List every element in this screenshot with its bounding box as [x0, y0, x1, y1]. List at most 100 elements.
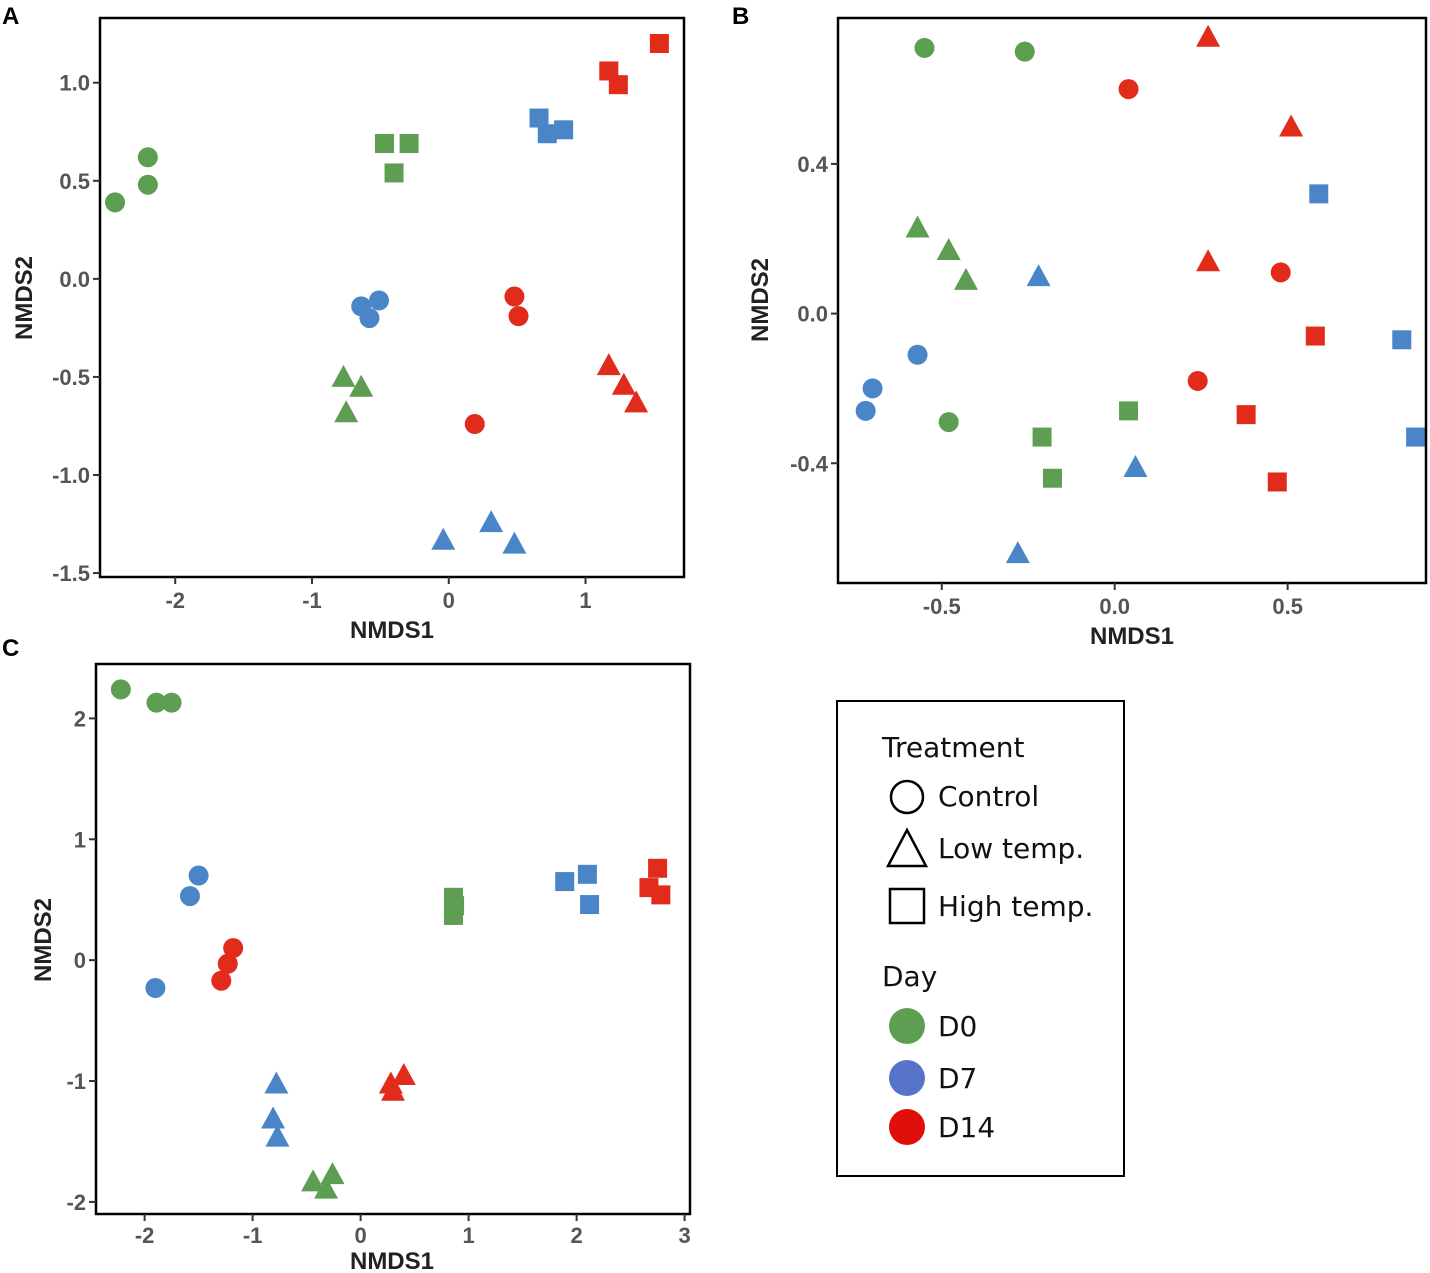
- panel-b-point-d7-control: [862, 378, 883, 399]
- panel-b-point-d14-control: [1270, 262, 1291, 283]
- panel-c-xtick-label: 3: [678, 1223, 690, 1248]
- panel-a-point-d7-low-temp: [431, 527, 456, 550]
- panel-b-point-d14-high-temp: [1236, 405, 1256, 425]
- panel-a-point-d7-control: [369, 290, 390, 311]
- panel-b-ylabel: NMDS2: [747, 258, 774, 342]
- panel-b-point-d0-low-temp: [953, 267, 978, 290]
- panel-a-point-d0-control: [137, 147, 158, 168]
- panel-c-point-d0-control: [110, 679, 131, 700]
- panel-c-point-d7-high-temp: [577, 864, 597, 884]
- panel-b-point-d0-control: [914, 37, 935, 58]
- panel-a-point-d7-high-temp: [537, 124, 557, 144]
- panel-a-point-d7-control: [359, 308, 380, 329]
- legend-day-title: Day: [882, 960, 937, 993]
- panel-c-ytick-label: 2: [74, 706, 86, 731]
- panel-a-xtick-label: 1: [579, 588, 591, 613]
- panel-b-point-d0-low-temp: [936, 237, 961, 260]
- panel-b-point-d0-high-temp: [1042, 468, 1062, 488]
- legend-high-temp-label: High temp.: [938, 890, 1093, 923]
- panel-b-point-d14-control: [1187, 370, 1208, 391]
- panel-c-point-d14-high-temp: [648, 858, 668, 878]
- panel-b-xtick-label: 0.5: [1272, 594, 1303, 619]
- panel-b-point-d7-low-temp: [1123, 455, 1148, 478]
- panel-c-xtick-label: 2: [570, 1223, 582, 1248]
- panel-a-ytick-label: -1.0: [52, 463, 90, 488]
- panel-a-point-d0-control: [137, 174, 158, 195]
- panel-a-xlabel: NMDS1: [350, 617, 434, 644]
- panel-a-point-d7-low-temp: [502, 531, 527, 554]
- panel-a-point-d7-low-temp: [479, 510, 504, 533]
- panel-c-xtick-label: -2: [135, 1223, 155, 1248]
- panel-a-ytick-label: -1.5: [52, 561, 90, 586]
- panel-b-ytick-label: -0.4: [790, 451, 829, 476]
- legend-d7-swatch: [889, 1060, 925, 1096]
- panel-a-ticks: -2 -1 0 1 1.0 0.5 0.0 -0.5 -1.0 -1.5: [52, 71, 592, 613]
- panel-a-point-d14-low-temp: [611, 372, 636, 395]
- legend: Treatment Control Low temp. High temp. D…: [836, 700, 1125, 1177]
- panel-c: C -2 -1 0 1 2 3 2 1 0 -1 -2 NMDS1 NMDS2: [2, 635, 692, 1273]
- panel-a-ytick-label: 1.0: [59, 71, 90, 96]
- panel-b-marks: [855, 24, 1426, 564]
- panel-c-point-d7-low-temp: [265, 1124, 290, 1147]
- panel-a-ytick-label: 0.5: [59, 169, 90, 194]
- panel-c-point-d7-high-temp: [580, 895, 600, 915]
- panel-a-marks: [105, 33, 669, 554]
- panel-b-ytick-label: 0.4: [797, 152, 828, 177]
- panel-c-point-d0-high-temp: [443, 905, 463, 925]
- panel-a-frame: [98, 16, 686, 579]
- panel-b-xtick-label: 0.0: [1099, 594, 1130, 619]
- panel-a-point-d0-low-temp: [331, 364, 356, 387]
- panel-c-marks: [110, 679, 671, 1199]
- panel-a-point-d14-high-temp: [608, 75, 628, 95]
- panel-a-point-d14-low-temp: [624, 390, 649, 413]
- panel-a-point-d0-low-temp: [334, 400, 359, 423]
- panel-b-point-d14-low-temp: [1196, 249, 1221, 272]
- panel-b-point-d0-control: [1014, 41, 1035, 62]
- panel-b-point-d7-high-temp: [1392, 330, 1412, 350]
- panel-c-point-d7-control: [179, 886, 200, 907]
- panel-a-label: A: [2, 3, 19, 30]
- panel-a-point-d0-control: [105, 192, 126, 213]
- panel-a-ylabel: NMDS2: [11, 256, 38, 340]
- legend-frame: [836, 700, 1125, 1177]
- panel-b-point-d14-control: [1118, 79, 1139, 100]
- panel-c-point-d0-control: [161, 692, 182, 713]
- panel-c-ytick-label: 1: [74, 827, 86, 852]
- legend-circle-icon: [889, 779, 925, 815]
- legend-low-temp-label: Low temp.: [938, 832, 1084, 865]
- panel-c-xtick-label: -1: [243, 1223, 263, 1248]
- panel-c-point-d7-control: [145, 977, 166, 998]
- panel-c-point-d0-low-temp: [320, 1162, 345, 1185]
- panel-c-xtick-label: 1: [462, 1223, 474, 1248]
- panel-c-point-d14-control: [211, 970, 232, 991]
- panel-b-label: B: [732, 3, 749, 30]
- panel-a-ytick-label: 0.0: [59, 267, 90, 292]
- legend-triangle-icon: [885, 827, 929, 868]
- panel-b-point-d14-low-temp: [1279, 114, 1304, 137]
- panel-b-xtick-label: -0.5: [923, 594, 961, 619]
- panel-b-ticks: -0.5 0.0 0.5 0.4 0.0 -0.4: [790, 152, 1303, 619]
- panel-c-label: C: [2, 635, 19, 662]
- panel-c-point-d0-low-temp: [301, 1169, 326, 1192]
- legend-d14-swatch: [889, 1109, 925, 1145]
- legend-d14-label: D14: [938, 1111, 995, 1144]
- panel-b-ytick-label: 0.0: [797, 302, 828, 327]
- panel-c-point-d7-control: [188, 865, 209, 886]
- panel-a-point-d0-high-temp: [384, 163, 404, 183]
- panel-a-point-d14-control: [504, 286, 525, 307]
- panel-c-point-d0-control: [146, 692, 167, 713]
- panel-a-xtick-label: -1: [302, 588, 322, 613]
- legend-treatment-title: Treatment: [881, 731, 1024, 764]
- panel-c-ylabel: NMDS2: [30, 898, 57, 982]
- panel-c-point-d14-low-temp: [381, 1078, 405, 1101]
- legend-d0-swatch: [889, 1008, 925, 1044]
- panel-b-point-d0-low-temp: [905, 215, 930, 238]
- panel-a: A -2 -1 0 1 1.0 0.5 0.0 -0.5 -1.0 -1.5 NMDS1 NMDS…: [2, 3, 686, 644]
- panel-a-point-d0-low-temp: [349, 374, 374, 397]
- panel-b-point-d0-high-temp: [1032, 427, 1052, 447]
- panel-b-point-d7-high-temp: [1309, 184, 1329, 204]
- panel-b: B -0.5 0.0 0.5 0.4 0.0 -0.4 NMDS1 NMDS2: [732, 3, 1428, 650]
- panel-c-ytick-label: 0: [74, 948, 86, 973]
- panel-a-xtick-label: -2: [165, 588, 185, 613]
